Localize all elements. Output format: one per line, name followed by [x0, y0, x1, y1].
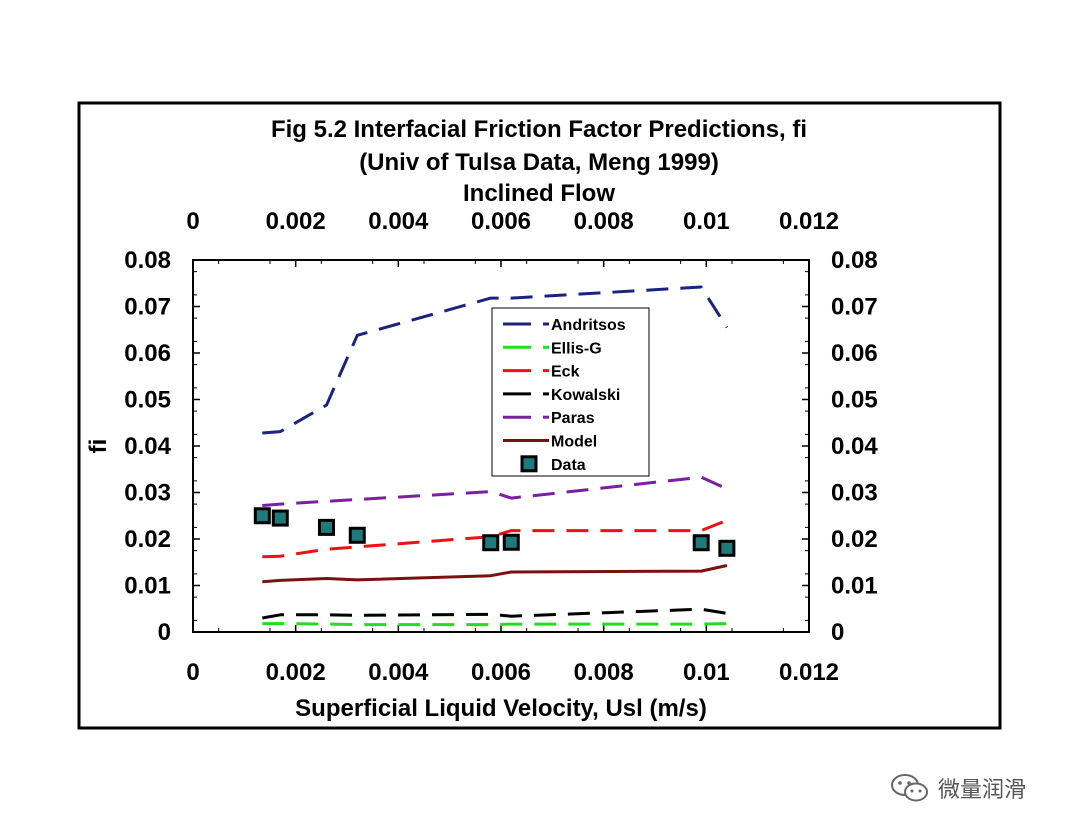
series-line-andritsos — [262, 285, 729, 435]
chart-title-line-1: Fig 5.2 Interfacial Friction Factor Pred… — [271, 116, 807, 143]
legend-label-kowalski: Kowalski — [551, 387, 620, 404]
y-tick-label-right: 0.05 — [831, 387, 878, 414]
x-tick-label-bottom: 0.006 — [471, 659, 531, 686]
y-tick-label-left: 0.01 — [124, 573, 171, 600]
y-tick-label-left: 0 — [158, 619, 171, 646]
data-point-marker — [502, 533, 520, 551]
chart-title-line-3: Inclined Flow — [463, 180, 615, 207]
x-tick-label-top: 0.002 — [266, 208, 326, 235]
legend-box — [491, 307, 650, 477]
series-line-model — [262, 564, 728, 584]
y-tick-label-left: 0.04 — [124, 433, 171, 460]
x-tick-label-top: 0.012 — [779, 208, 839, 235]
y-tick-label-right: 0.04 — [831, 433, 878, 460]
x-tick-label-bottom: 0.012 — [779, 659, 839, 686]
y-tick-label-right: 0.07 — [831, 294, 878, 321]
data-point-marker — [718, 539, 736, 557]
data-point-marker — [271, 509, 289, 527]
y-tick-label-left: 0.06 — [124, 340, 171, 367]
series-line-paras — [262, 475, 728, 507]
data-point-marker — [348, 526, 366, 544]
data-point-marker — [482, 534, 500, 552]
x-tick-label-bottom: 0.01 — [683, 659, 730, 686]
y-axis-label: fi — [85, 439, 112, 454]
x-tick-label-top: 0.004 — [368, 208, 429, 235]
series-line-eck — [262, 519, 728, 559]
watermark: 微量润滑 — [890, 768, 1060, 808]
legend-label-eck: Eck — [551, 364, 580, 381]
legend-label-andritsos: Andritsos — [551, 317, 626, 334]
x-tick-label-top: 0.01 — [683, 208, 730, 235]
x-tick-label-bottom: 0 — [186, 659, 199, 686]
y-tick-label-right: 0.01 — [831, 573, 878, 600]
y-tick-label-right: 0.03 — [831, 480, 878, 507]
x-tick-label-top: 0.006 — [471, 208, 531, 235]
axis-ticks: 000.0020.0020.0040.0040.0060.0060.0080.0… — [124, 208, 878, 686]
wechat-icon — [891, 774, 928, 802]
x-axis-label: Superficial Liquid Velocity, Usl (m/s) — [295, 695, 707, 722]
legend-label-ellis-g: Ellis-G — [551, 340, 602, 357]
y-tick-label-left: 0.07 — [124, 294, 171, 321]
x-tick-label-top: 0.008 — [574, 208, 634, 235]
series-layer — [253, 285, 736, 627]
x-tick-label-top: 0 — [186, 208, 199, 235]
y-tick-label-left: 0.05 — [124, 387, 171, 414]
x-tick-label-bottom: 0.004 — [368, 659, 429, 686]
data-point-marker — [253, 507, 271, 525]
y-tick-label-right: 0.02 — [831, 526, 878, 553]
y-tick-label-right: 0 — [831, 619, 844, 646]
x-tick-label-bottom: 0.008 — [574, 659, 634, 686]
legend-label-data: Data — [551, 457, 586, 474]
legend-label-paras: Paras — [551, 410, 595, 427]
legend-swatch-data — [520, 455, 538, 473]
legend-label-model: Model — [551, 434, 597, 451]
x-tick-label-bottom: 0.002 — [266, 659, 326, 686]
data-point-marker — [692, 534, 710, 552]
data-point-marker — [317, 518, 335, 536]
legend: Andritsos Ellis-G Eck Kowalski Paras Model Dat… — [491, 307, 650, 477]
y-tick-label-left: 0.02 — [124, 526, 171, 553]
chart-title-line-2: (Univ of Tulsa Data, Meng 1999) — [359, 149, 719, 176]
y-tick-label-left: 0.08 — [124, 247, 171, 274]
y-tick-label-right: 0.06 — [831, 340, 878, 367]
watermark-text: 微量润滑 — [938, 778, 1027, 803]
y-tick-label-right: 0.08 — [831, 247, 878, 274]
y-tick-label-left: 0.03 — [124, 480, 171, 507]
